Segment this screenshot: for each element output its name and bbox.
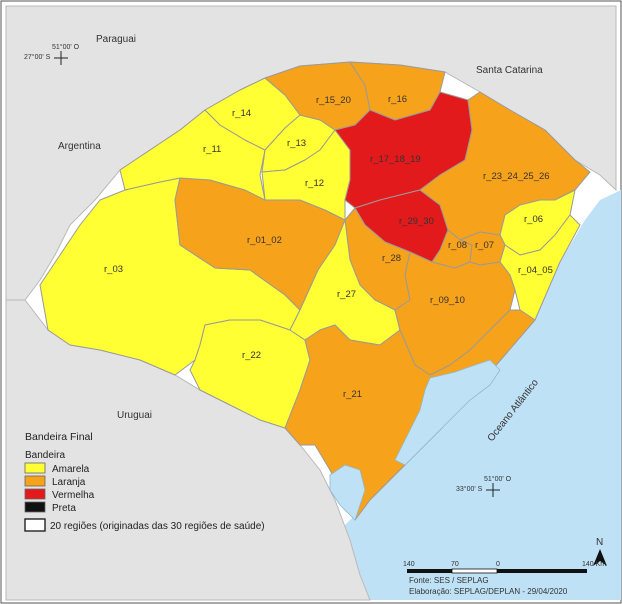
ocean-area (300, 190, 621, 600)
region-label: r_23_24_25_26 (483, 171, 550, 182)
region-label: r_29_30 (399, 216, 434, 227)
region-label: r_07 (475, 240, 494, 251)
scale-tick-label: 140 Km (582, 561, 606, 568)
north-label: N (596, 537, 603, 548)
region-label: r_11 (203, 144, 221, 155)
region-label: r_03 (104, 264, 123, 275)
label-uruguai: Uruguai (117, 410, 152, 421)
legend-item-label: Laranja (52, 477, 86, 488)
region-label: r_01_02 (247, 235, 282, 246)
coord-marker-se: 51°00' O 33°00' S (456, 475, 512, 497)
legend-item-label: Amarela (52, 464, 90, 475)
region-label: r_22 (242, 350, 261, 361)
scale-tick-label: 70 (451, 561, 459, 568)
lagoon (394, 359, 501, 466)
region-label: r_09_10 (430, 295, 465, 306)
coord-nw-lat: 27°00' S (24, 53, 51, 61)
region-label: r_28 (382, 253, 401, 264)
region-label: r_15_20 (316, 95, 351, 106)
legend-item-label: Preta (52, 503, 76, 514)
lagoon-mirim (329, 464, 366, 521)
state-regions (39, 61, 591, 521)
region-label: r_06 (524, 214, 543, 225)
region-label: r_16 (388, 94, 407, 105)
region-label: r_08 (448, 240, 467, 251)
scale-bar: 140 70 0 140 Km (403, 561, 606, 574)
credit-source: Fonte: SES / SEPLAG (409, 576, 489, 585)
label-argentina: Argentina (58, 141, 101, 152)
region-label: r_14 (232, 108, 251, 119)
label-paraguai: Paraguai (96, 34, 136, 45)
legend-swatch-laranja (24, 475, 46, 487)
legend-regions-note: 20 regiões (originadas das 30 regiões de… (50, 521, 265, 532)
region-r-11[interactable] (119, 109, 266, 201)
legend-swatch-vermelha (24, 488, 46, 500)
legend: Bandeira Final Bandeira Amarela Laranja … (24, 431, 265, 532)
region-label: r_27 (337, 289, 356, 300)
legend-item-label: Vermelha (52, 490, 95, 501)
legend-regions-swatch (24, 518, 46, 532)
region-label: r_17_18_19 (370, 154, 421, 165)
legend-title: Bandeira Final (25, 431, 93, 443)
coord-se-lon: 51°00' O (484, 475, 512, 483)
region-label: r_13 (287, 138, 306, 149)
coord-nw-lon: 51°00' O (52, 43, 80, 51)
region-label: r_12 (305, 178, 324, 189)
north-arrow-icon: N (593, 537, 607, 566)
coord-se-lat: 33°00' S (456, 485, 483, 493)
region-labels: r_03 r_22 r_01_02 r_11 r_14 r_13 r_12 r_… (104, 94, 553, 400)
scale-tick-label: 140 (403, 561, 415, 568)
coord-marker-nw: 51°00' O 27°00' S (24, 43, 80, 65)
legend-subtitle: Bandeira (25, 450, 65, 461)
legend-swatch-amarela (24, 462, 46, 474)
scale-tick-label: 0 (496, 561, 500, 568)
credit-elaboration: Elaboração: SEPLAG/DEPLAN - 29/04/2020 (409, 587, 568, 596)
label-santa-catarina: Santa Catarina (476, 65, 543, 76)
region-label: r_21 (343, 389, 362, 400)
legend-swatch-preta (24, 501, 46, 513)
region-label: r_04_05 (518, 265, 553, 276)
